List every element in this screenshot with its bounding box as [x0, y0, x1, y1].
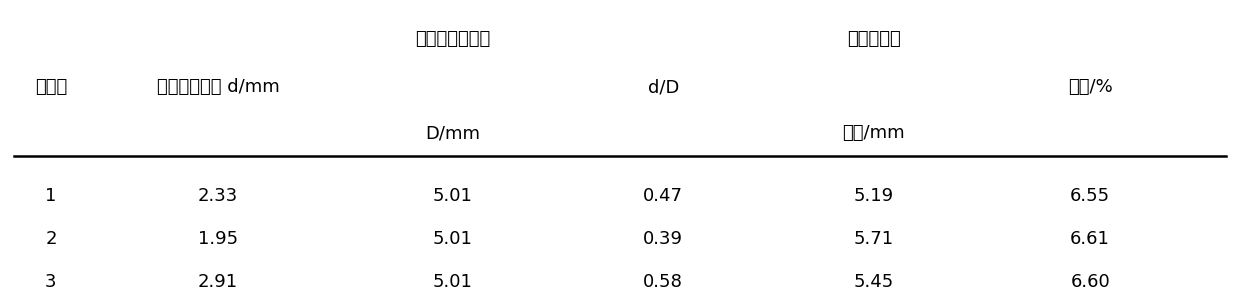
Text: 0.47: 0.47: [644, 187, 683, 206]
Text: 1.95: 1.95: [198, 230, 238, 248]
Text: 1: 1: [45, 187, 57, 206]
Text: 5.45: 5.45: [853, 273, 894, 291]
Text: 5.01: 5.01: [433, 230, 472, 248]
Text: 粒径/mm: 粒径/mm: [842, 124, 905, 142]
Text: 5.01: 5.01: [433, 273, 472, 291]
Text: 混合料平均: 混合料平均: [847, 30, 900, 48]
Text: 水分/%: 水分/%: [1068, 78, 1112, 96]
Text: 6.61: 6.61: [1070, 230, 1110, 248]
Text: 混匀矿平均粒径: 混匀矿平均粒径: [415, 30, 491, 48]
Text: 0.39: 0.39: [644, 230, 683, 248]
Text: 6.60: 6.60: [1070, 273, 1110, 291]
Text: 2: 2: [45, 230, 57, 248]
Text: 2.91: 2.91: [198, 273, 238, 291]
Text: 2.33: 2.33: [197, 187, 238, 206]
Text: 0.58: 0.58: [644, 273, 683, 291]
Text: 5.01: 5.01: [433, 187, 472, 206]
Text: 6.55: 6.55: [1070, 187, 1110, 206]
Text: 焦粉平均粒径 d/mm: 焦粉平均粒径 d/mm: [156, 78, 279, 96]
Text: d/D: d/D: [647, 78, 680, 96]
Text: D/mm: D/mm: [425, 124, 480, 142]
Text: 5.71: 5.71: [853, 230, 894, 248]
Text: 5.19: 5.19: [853, 187, 894, 206]
Text: 3: 3: [45, 273, 57, 291]
Text: 实施例: 实施例: [35, 78, 67, 96]
